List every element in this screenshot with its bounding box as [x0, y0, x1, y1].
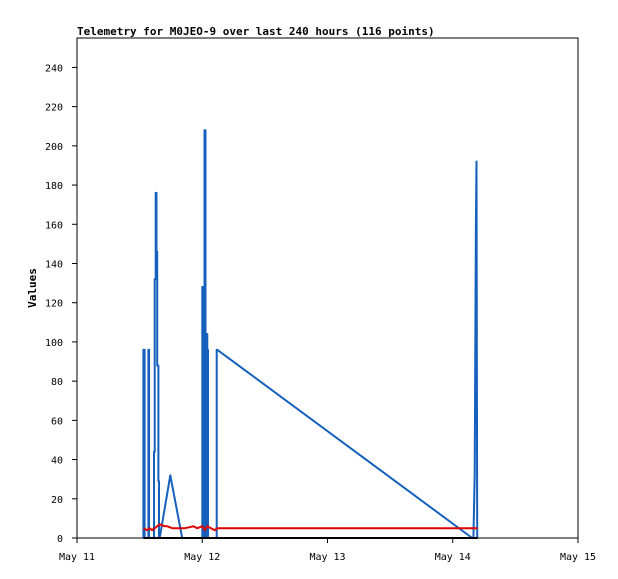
y-tick-label: 140 [45, 259, 63, 270]
series-layer [142, 129, 479, 539]
y-tick-label: 100 [45, 338, 63, 349]
y-tick-label: 20 [51, 495, 63, 506]
x-axis: May 11 May 12 May 13 May 14 May 15 [59, 538, 596, 563]
y-tick-label: 40 [51, 456, 63, 467]
series-line-1 [142, 129, 479, 539]
y-tick-label: 80 [51, 377, 63, 388]
y-tick-label: 220 [45, 103, 63, 114]
y-axis: 0 20 40 60 80 100 120 140 160 180 200 220 240 [45, 63, 77, 545]
y-axis-label: Values [26, 268, 39, 308]
series-line-2 [142, 523, 478, 532]
x-tick-label: May 14 [435, 552, 471, 563]
x-tick-label: May 15 [560, 552, 596, 563]
plot-frame [76, 37, 579, 539]
x-tick-label: May 11 [59, 552, 95, 563]
x-tick-label: May 13 [309, 552, 345, 563]
chart-title: Telemetry for M0JEO-9 over last 240 hour… [77, 25, 435, 38]
x-tick-label: May 12 [184, 552, 220, 563]
y-tick-label: 120 [45, 299, 63, 310]
y-tick-label: 180 [45, 181, 63, 192]
y-tick-label: 240 [45, 63, 63, 74]
y-tick-label: 0 [57, 534, 63, 545]
y-tick-label: 200 [45, 142, 63, 153]
y-tick-label: 160 [45, 220, 63, 231]
y-tick-label: 60 [51, 416, 63, 427]
